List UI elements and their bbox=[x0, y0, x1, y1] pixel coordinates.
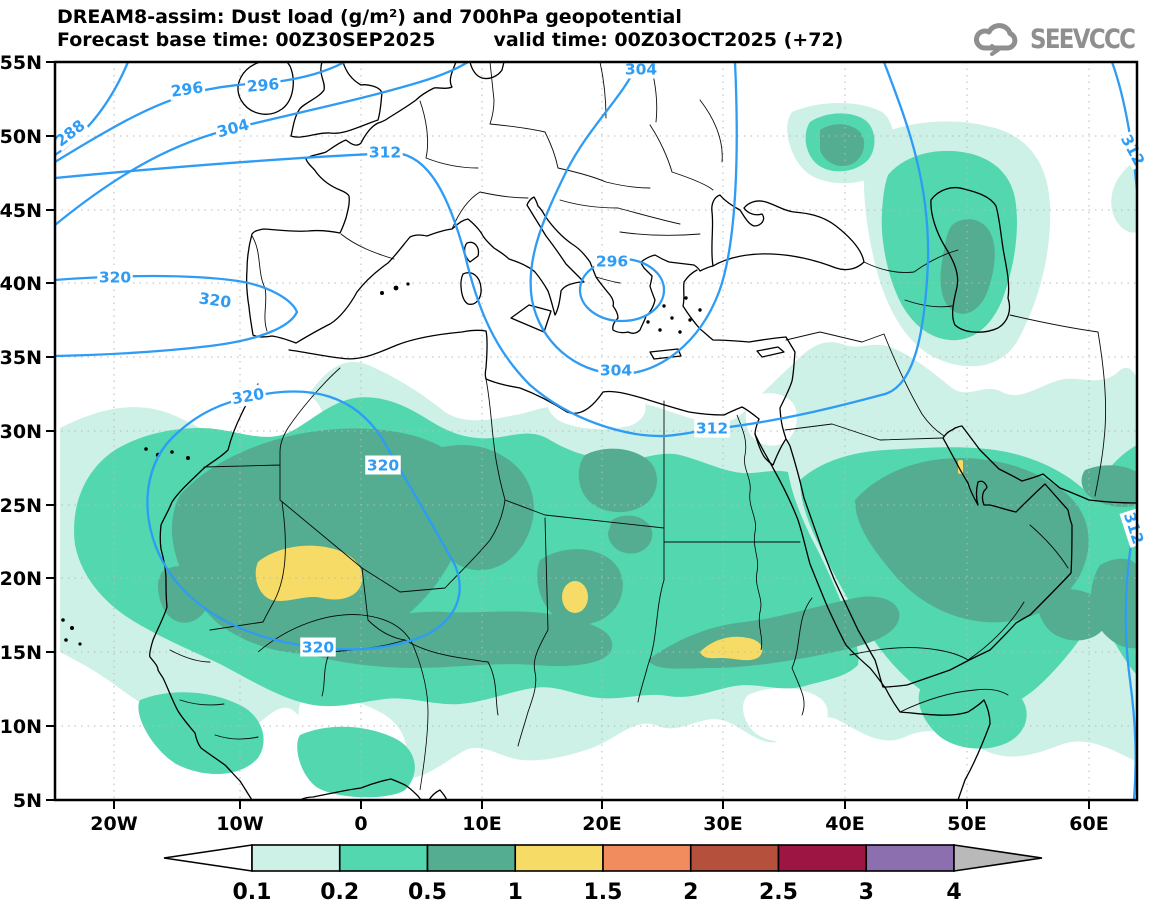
colorbar-value-label: 0.2 bbox=[320, 880, 359, 905]
colorbar: 0.1 0.2 0.5 1 1.5 2 2.5 3 4 bbox=[163, 844, 1043, 905]
lat-tick-label: 45N bbox=[0, 200, 42, 222]
lon-tick-label: 40E bbox=[825, 813, 864, 835]
svg-text:312: 312 bbox=[369, 144, 401, 162]
contour-label-296: 296 bbox=[244, 73, 282, 97]
colorbar-segment-3 bbox=[865, 844, 955, 872]
colorbar-segment-2 bbox=[689, 844, 780, 872]
lat-tick-label: 35N bbox=[0, 347, 42, 369]
lat-tick-label: 20N bbox=[0, 568, 42, 590]
colorbar-value-label: 0.1 bbox=[233, 880, 272, 905]
lon-tick-label: 10E bbox=[462, 813, 501, 835]
svg-text:296: 296 bbox=[596, 253, 628, 271]
lat-tick-label: 15N bbox=[0, 642, 42, 664]
colorbar-segment-0.5 bbox=[426, 844, 517, 872]
colorbar-value-label: 0.5 bbox=[408, 880, 447, 905]
colorbar-segment-2.5 bbox=[777, 844, 868, 872]
svg-text:304: 304 bbox=[625, 61, 658, 79]
seevccc-logo: SEEVCCC bbox=[972, 20, 1153, 58]
contour-label-304: 304 bbox=[213, 114, 253, 142]
valid-time: valid time: 00Z03OCT2025 (+72) bbox=[493, 29, 844, 51]
forecast-base-time: Forecast base time: 00Z30SEP2025 bbox=[57, 29, 436, 51]
contour-label-320: 320 bbox=[228, 383, 268, 409]
svg-text:304: 304 bbox=[215, 116, 251, 142]
svg-text:320: 320 bbox=[99, 269, 132, 287]
chart-title-block: DREAM8-assim: Dust load (g/m²) and 700hP… bbox=[57, 6, 843, 52]
lon-tick-label: 60E bbox=[1069, 813, 1108, 835]
colorbar-value-label: 2 bbox=[683, 880, 698, 905]
svg-text:320: 320 bbox=[302, 639, 335, 657]
svg-text:320: 320 bbox=[231, 385, 266, 408]
contour-label-312: 312 bbox=[694, 418, 730, 438]
contour-304-loop bbox=[529, 62, 738, 376]
lon-tick-label: 10W bbox=[216, 813, 263, 835]
lat-tick-label: 30N bbox=[0, 421, 42, 443]
contour-label-320: 320 bbox=[365, 455, 401, 475]
colorbar-left-arrow bbox=[163, 844, 253, 872]
lon-tick-label: 0 bbox=[354, 813, 367, 835]
colorbar-segment-0.2 bbox=[338, 844, 429, 872]
svg-text:296: 296 bbox=[170, 78, 205, 100]
colorbar-value-label: 3 bbox=[859, 880, 874, 905]
rivers bbox=[257, 414, 763, 791]
svg-text:304: 304 bbox=[600, 362, 633, 380]
dust-fill-layer bbox=[60, 103, 1137, 798]
contour-label-296: 296 bbox=[594, 251, 630, 271]
colorbar-segment-1 bbox=[514, 844, 604, 872]
colorbar-value-label: 1 bbox=[508, 880, 523, 905]
colorbar-value-label: 1.5 bbox=[584, 880, 623, 905]
contour-label-320: 320 bbox=[97, 267, 133, 287]
colorbar-right-arrow bbox=[953, 844, 1043, 872]
contour-312-southeast bbox=[1124, 506, 1137, 800]
axes: 20W 10W 0 10E 20E 30E 40E 50E 60E 55N 50N 45N 40N 35N… bbox=[0, 52, 1109, 835]
lat-tick-label: 10N bbox=[0, 716, 42, 738]
lat-tick-label: 40N bbox=[0, 273, 42, 295]
lon-tick-label: 30E bbox=[703, 813, 742, 835]
geography-layer bbox=[61, 62, 1137, 800]
colorbar-value-label: 4 bbox=[946, 880, 961, 905]
lat-tick-label: 50N bbox=[0, 126, 42, 148]
lat-tick-label: 5N bbox=[13, 790, 42, 812]
lat-tick-label: 25N bbox=[0, 495, 42, 517]
contour-label-296: 296 bbox=[168, 77, 206, 101]
svg-text:320: 320 bbox=[367, 457, 400, 475]
contour-320-africa-loop bbox=[146, 390, 461, 651]
colorbar-segment-0.1 bbox=[251, 844, 341, 872]
cloud-icon bbox=[974, 23, 1018, 56]
lon-tick-label: 20E bbox=[582, 813, 621, 835]
chart-subtitle: Forecast base time: 00Z30SEP2025 valid ti… bbox=[57, 29, 843, 52]
logo-text: SEEVCCC bbox=[1030, 23, 1136, 55]
contour-label-304: 304 bbox=[623, 59, 659, 79]
svg-text:312: 312 bbox=[696, 420, 728, 438]
colorbar-value-label: 2.5 bbox=[759, 880, 798, 905]
contour-label-320: 320 bbox=[300, 637, 336, 657]
contour-label-312: 312 bbox=[367, 142, 403, 162]
contour-label-304: 304 bbox=[598, 360, 634, 380]
chart-title: DREAM8-assim: Dust load (g/m²) and 700hP… bbox=[57, 6, 682, 28]
coastlines bbox=[148, 62, 1137, 800]
lon-tick-label: 20W bbox=[90, 813, 137, 835]
grid-lines bbox=[55, 62, 1137, 800]
lon-tick-label: 50E bbox=[947, 813, 986, 835]
dust-level-1 bbox=[255, 460, 963, 661]
lat-tick-label: 55N bbox=[0, 52, 42, 74]
dust-level-0.5 bbox=[157, 124, 1137, 669]
contour-320-iberia bbox=[55, 274, 299, 358]
geopotential-contours bbox=[55, 62, 1137, 800]
svg-text:296: 296 bbox=[246, 75, 280, 96]
contour-label-320: 320 bbox=[196, 288, 234, 312]
colorbar-segment-1.5 bbox=[602, 844, 692, 872]
svg-text:320: 320 bbox=[198, 289, 233, 311]
contour-296 bbox=[55, 62, 347, 164]
contour-312-northeast bbox=[1110, 62, 1137, 192]
